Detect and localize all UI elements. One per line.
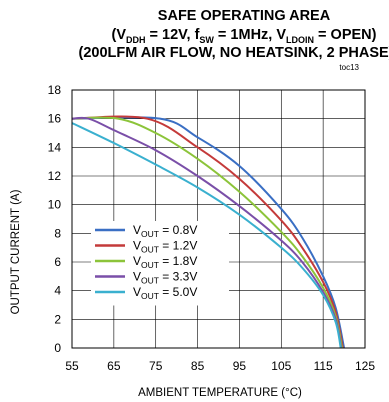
y-tick-label: 2 [54,312,61,326]
x-tick-label: 75 [149,359,163,373]
series-line [71,122,342,349]
x-axis-ticks: 55 65 75 85 95 105 115 125 [65,359,375,373]
y-tick-label: 18 [48,83,62,97]
x-tick-label: 65 [107,359,121,373]
y-tick-label: 6 [54,255,61,269]
plot-frame [71,89,366,349]
series-line [71,116,346,349]
legend-label: VOUT = 5.0V [133,285,197,301]
legend-label: VOUT = 3.3V [133,270,197,286]
y-tick-label: 0 [54,341,61,355]
y-axis-label: OUTPUT CURRENT (A) [10,189,22,314]
chart-title-line2: (VDDH = 12V, fSW = 1MHz, VLDOIN = OPEN) [112,27,377,45]
y-tick-label: 16 [48,112,62,126]
x-axis-label: AMBIENT TEMPERATURE (°C) [138,387,302,399]
series-line [71,116,343,349]
series-lines [71,115,346,349]
y-axis-ticks: 0 2 4 6 8 10 12 14 16 18 [48,83,62,355]
x-tick-label: 115 [314,359,333,373]
legend-label: VOUT = 0.8V [133,223,197,239]
x-tick-label: 105 [271,359,291,373]
series-line [71,115,344,349]
series-line [71,116,343,349]
y-tick-label: 8 [54,226,61,240]
y-tick-label: 4 [54,284,61,298]
x-tick-label: 125 [355,359,375,373]
chart-tag: toc13 [339,63,359,72]
y-tick-label: 10 [48,198,62,212]
x-tick-label: 95 [233,359,247,373]
legend-label: VOUT = 1.2V [133,239,197,255]
y-tick-label: 12 [48,169,62,183]
legend-label: VOUT = 1.8V [133,254,197,270]
chart-title-line1: SAFE OPERATING AREA [158,8,331,24]
y-tick-label: 14 [48,140,62,154]
chart-title-line3: (200LFM AIR FLOW, NO HEATSINK, 2 PHASE) [79,45,389,61]
x-tick-label: 55 [65,359,79,373]
grid [71,89,366,349]
x-tick-label: 85 [191,359,205,373]
